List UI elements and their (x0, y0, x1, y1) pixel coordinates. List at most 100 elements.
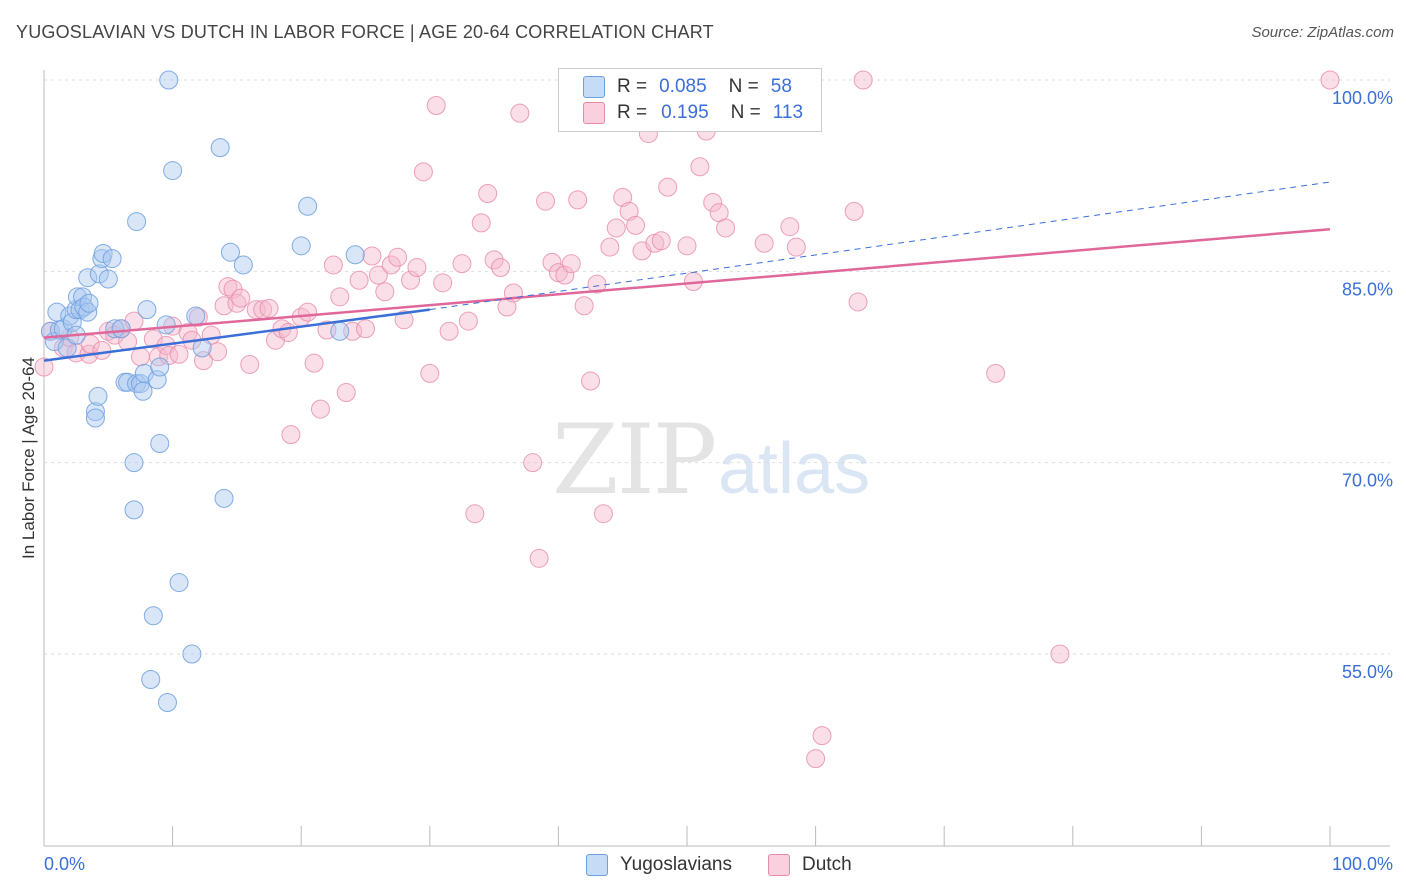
data-point-dutch (356, 319, 375, 339)
data-point-dutch (806, 749, 826, 769)
regression-line-dutch (43, 227, 1331, 339)
data-point-dutch (368, 265, 388, 285)
legend-r-label: R = (617, 76, 648, 97)
bottom-legend-label: Dutch (802, 854, 852, 875)
data-point-dutch (754, 233, 774, 253)
data-point-dutch (780, 217, 800, 237)
y-tick-label: 85.0% (1342, 279, 1393, 299)
data-point-dutch (853, 70, 873, 90)
data-point-dutch (523, 453, 543, 473)
data-point-yugoslavians (111, 319, 131, 339)
data-point-dutch (581, 371, 601, 391)
data-point-yugoslavians (74, 297, 94, 317)
data-point-yugoslavians (298, 196, 318, 216)
data-point-dutch (34, 357, 54, 377)
bottom-legend-dutch[interactable]: Dutch (768, 852, 852, 878)
data-point-yugoslavians (85, 408, 105, 428)
watermark-atlas: atlas (718, 429, 871, 509)
regression-line-yugoslavians (43, 308, 430, 362)
data-point-yugoslavians (85, 402, 105, 422)
data-point-dutch (298, 302, 318, 322)
source-label: Source: ZipAtlas.com (1251, 24, 1394, 41)
data-point-dutch (401, 270, 421, 290)
data-point-yugoslavians (291, 236, 311, 256)
legend-row-dutch: R = 0.195 N = 113 (583, 100, 803, 126)
data-point-dutch (593, 504, 613, 524)
data-point-yugoslavians (79, 293, 99, 313)
data-point-dutch (218, 277, 238, 297)
data-point-yugoslavians (147, 370, 167, 390)
bottom-legend-yugoslavians[interactable]: Yugoslavians (586, 852, 732, 878)
data-point-dutch (651, 231, 671, 251)
y-tick-label: 70.0% (1342, 471, 1393, 491)
data-point-dutch (471, 213, 491, 233)
watermark-zip: ZIP (552, 404, 717, 516)
data-point-dutch (310, 399, 330, 419)
legend-r-label: R = (617, 102, 648, 123)
legend-row-yugoslavians: R = 0.085 N = 58 (583, 74, 792, 100)
data-point-dutch (323, 255, 343, 275)
correlation-legend: R = 0.085 N = 58 R = 0.195 N = 113 (558, 68, 822, 132)
legend-n-label: N = (730, 102, 761, 123)
data-point-dutch (561, 254, 581, 274)
data-point-dutch (420, 363, 440, 383)
data-point-dutch (568, 190, 588, 210)
legend-n-value: 113 (772, 102, 804, 123)
data-point-dutch (491, 258, 511, 278)
data-point-yugoslavians (169, 573, 189, 593)
data-point-dutch (381, 255, 401, 275)
data-point-dutch (555, 265, 575, 285)
data-point-dutch (542, 252, 562, 272)
data-point-yugoslavians (102, 249, 122, 269)
data-point-dutch (536, 191, 556, 211)
data-point-yugoslavians (210, 138, 230, 158)
legend-swatch-dutch (583, 102, 605, 124)
regression-extension-yugoslavians (429, 181, 1331, 311)
data-point-yugoslavians (98, 269, 118, 289)
data-point-yugoslavians (127, 212, 147, 232)
data-point-dutch (658, 177, 678, 197)
data-point-dutch (407, 258, 427, 278)
data-point-yugoslavians (93, 243, 113, 263)
data-point-dutch (388, 247, 408, 267)
bottom-legend-swatch-dutch (768, 854, 790, 876)
data-point-dutch (426, 96, 446, 116)
y-tick-label: 55.0% (1342, 662, 1393, 682)
data-point-dutch (574, 296, 594, 316)
data-point-yugoslavians (330, 321, 350, 341)
data-point-yugoslavians (150, 434, 170, 454)
data-point-yugoslavians (124, 453, 144, 473)
data-point-dutch (92, 340, 112, 360)
data-point-dutch (606, 218, 626, 238)
data-point-dutch (848, 292, 868, 312)
data-point-yugoslavians (88, 386, 108, 406)
data-point-dutch (844, 201, 864, 221)
data-point-dutch (458, 311, 478, 331)
data-point-dutch (80, 334, 100, 354)
data-point-dutch (986, 363, 1006, 383)
chart-title: YUGOSLAVIAN VS DUTCH IN LABOR FORCE | AG… (16, 22, 714, 42)
data-point-dutch (1320, 70, 1340, 90)
data-point-dutch (600, 237, 620, 257)
data-point-yugoslavians (141, 670, 161, 690)
data-point-yugoslavians (345, 245, 365, 265)
bottom-legend-swatch-yugoslavians (586, 854, 608, 876)
data-point-dutch (812, 726, 832, 746)
data-point-yugoslavians (124, 500, 144, 520)
data-point-dutch (240, 354, 260, 374)
data-point-dutch (510, 103, 530, 123)
data-point-dutch (304, 353, 324, 373)
data-point-dutch (148, 347, 168, 367)
data-point-dutch (413, 162, 433, 182)
data-point-dutch (231, 288, 251, 308)
data-point-dutch (439, 321, 459, 341)
data-point-dutch (1050, 644, 1070, 664)
x-tick-label: 100.0% (1332, 854, 1393, 874)
data-point-dutch (349, 270, 369, 290)
data-point-dutch (587, 274, 607, 294)
data-point-dutch (484, 250, 504, 270)
data-point-dutch (208, 342, 228, 362)
legend-r-value: 0.085 (659, 76, 707, 97)
y-axis-label: In Labor Force | Age 20-64 (19, 357, 38, 559)
data-point-dutch (227, 293, 247, 313)
